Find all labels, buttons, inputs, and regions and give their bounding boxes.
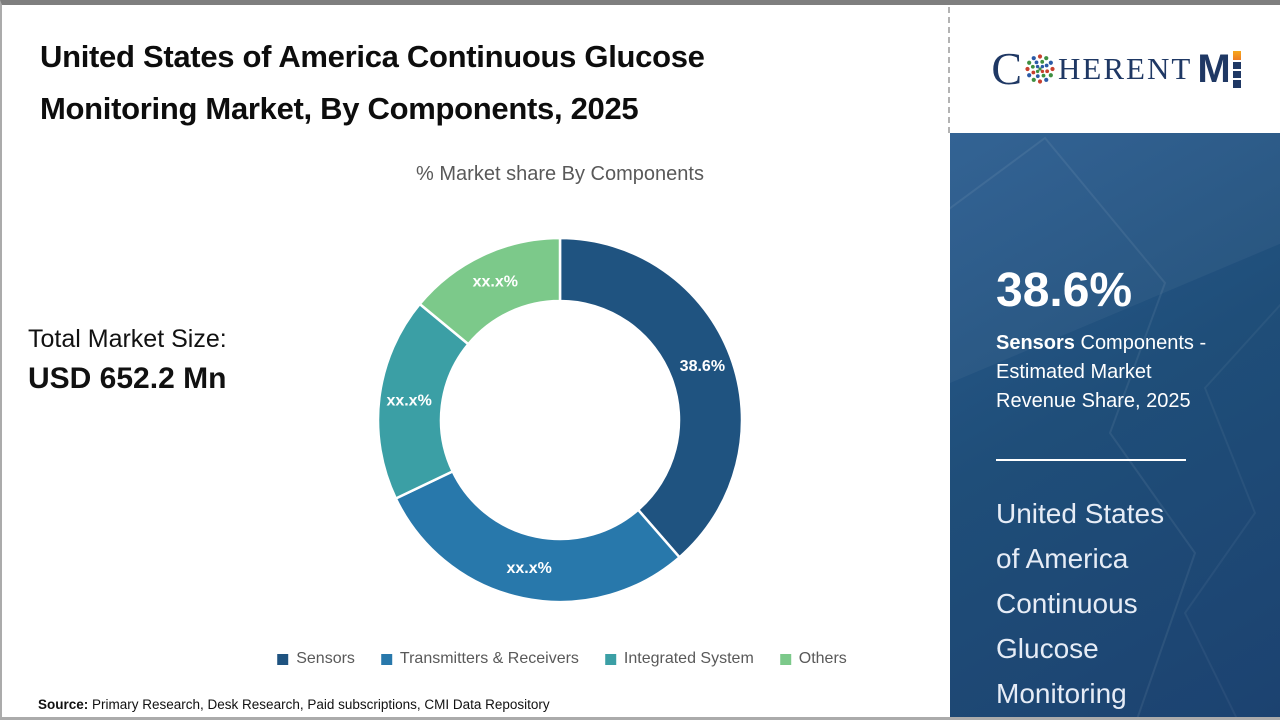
logo-i-navy-segment	[1232, 61, 1241, 69]
legend-item: Integrated System	[604, 650, 754, 668]
donut-segment-label: xx.x%	[506, 560, 551, 577]
map-texture	[950, 133, 1280, 717]
donut-segment	[394, 470, 681, 604]
stat-description-bold: Sensors	[996, 332, 1075, 354]
donut-chart: 38.6% xx.x% xx.x% xx.x%	[376, 236, 744, 604]
source-note: Source: Primary Research, Desk Research,…	[38, 697, 550, 712]
globe-icon	[1025, 54, 1055, 84]
logo-letter-i-icon	[1232, 50, 1241, 88]
legend-color-swatch	[604, 653, 616, 665]
divider-line	[996, 459, 1186, 461]
legend-item-label: Integrated System	[623, 650, 754, 667]
chart-subtitle: % Market share By Components	[416, 163, 704, 185]
source-text: Primary Research, Desk Research, Paid su…	[88, 697, 550, 712]
legend-item: Others	[779, 650, 847, 668]
donut-segment	[558, 236, 744, 559]
logo-letter-m: M	[1197, 47, 1230, 91]
coherentmi-logo: C HERENT M	[991, 43, 1241, 94]
legend-color-swatch	[380, 653, 392, 665]
sidebar-headline-line: Continuous	[996, 588, 1138, 619]
legend-item-label: Others	[798, 650, 847, 667]
logo-letter-c: C	[991, 43, 1023, 94]
logo-i-navy-segment	[1232, 70, 1241, 78]
sidebar-stat-description: Sensors Components - Estimated Market Re…	[996, 329, 1214, 416]
chart-legend: Sensors Transmitters & Receivers Integrate…	[277, 650, 847, 668]
donut-segment-label: 38.6%	[680, 358, 725, 375]
sidebar-stat-value: 38.6%	[996, 264, 1133, 317]
sidebar-panel: 38.6% Sensors Components - Estimated Mar…	[950, 133, 1280, 717]
logo-i-orange-segment	[1232, 50, 1241, 60]
sidebar-headline: United States of America Continuous Glucose…	[996, 491, 1221, 716]
dashed-divider	[948, 7, 950, 133]
sidebar-headline-line: Monitoring	[996, 678, 1127, 709]
logo-box: C HERENT M	[950, 5, 1280, 133]
page-title-line: Monitoring Market, By Components, 2025	[40, 91, 639, 126]
donut-segment-label: xx.x%	[473, 274, 518, 291]
page-title-line: United States of America Continuous Gluc…	[40, 39, 705, 74]
legend-color-swatch	[277, 653, 289, 665]
total-market-size-label: Total Market Size:	[28, 325, 227, 353]
legend-item-label: Transmitters & Receivers	[399, 650, 579, 667]
total-market-size-value: USD 652.2 Mn	[28, 362, 227, 395]
source-label: Source:	[38, 697, 89, 712]
page-title: United States of America Continuous Gluc…	[40, 31, 705, 135]
total-market-size: Total Market Size: USD 652.2 Mn	[28, 325, 227, 396]
legend-color-swatch	[779, 653, 791, 665]
legend-item: Transmitters & Receivers	[380, 650, 579, 668]
sidebar-headline-line: Glucose	[996, 633, 1099, 664]
donut-segment-label: xx.x%	[386, 393, 431, 410]
sidebar-headline-line: United States	[996, 498, 1165, 529]
sidebar-headline-line: of America	[996, 543, 1129, 574]
logo-i-navy-segment	[1232, 79, 1241, 88]
legend-item-label: Sensors	[296, 650, 355, 667]
logo-letters-herent: HERENT	[1058, 51, 1193, 86]
donut-segment	[418, 236, 562, 346]
stat-description-rest: Components - Estimated Market Revenue Sh…	[996, 332, 1207, 412]
legend-item: Sensors	[277, 650, 355, 668]
